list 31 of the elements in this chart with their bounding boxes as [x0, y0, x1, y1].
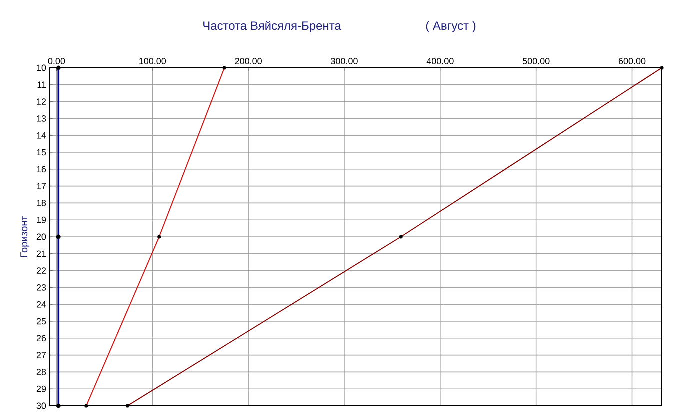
y-tick-label: 11 — [38, 82, 46, 88]
y-tick-label: 23 — [36, 284, 46, 291]
y-tick-label: 10 — [37, 64, 46, 72]
y-tick-label: 13 — [37, 116, 46, 122]
y-tick-label: 28 — [36, 369, 46, 376]
chart-subtitle: ( Август ) — [426, 21, 476, 32]
y-tick-label: 16 — [37, 166, 46, 173]
y-tick-label: 19 — [37, 216, 46, 224]
y-tick-label: 22 — [36, 268, 46, 274]
y-tick-label: 24 — [36, 301, 46, 308]
y-tick-label: 15 — [37, 149, 46, 156]
x-tick-label: 0.00 — [48, 58, 66, 64]
y-tick-label: 30 — [36, 402, 46, 410]
x-tick-label: 500.00 — [522, 58, 550, 64]
y-tick-label: 25 — [36, 318, 46, 325]
y-axis-title: Горизонт — [20, 216, 30, 257]
y-tick-label: 27 — [36, 352, 46, 358]
y-tick-label: 26 — [36, 335, 46, 342]
y-tick-label: 17 — [37, 183, 46, 190]
x-tick-label: 100.00 — [140, 58, 166, 64]
x-tick-label: 400.00 — [426, 58, 454, 64]
x-tick-label: 600.00 — [618, 58, 646, 64]
y-tick-label: 18 — [37, 200, 46, 206]
x-tick-label: 200.00 — [235, 58, 262, 64]
y-tick-label: 12 — [37, 98, 46, 105]
y-tick-label: 14 — [37, 132, 46, 139]
y-tick-label: 29 — [36, 386, 46, 392]
y-tick-label: 20 — [36, 234, 46, 240]
x-tick-label: 300.00 — [331, 58, 358, 64]
y-tick-label: 21 — [36, 250, 46, 258]
chart-title: Частота Вяйсяля-Брента — [204, 21, 342, 32]
